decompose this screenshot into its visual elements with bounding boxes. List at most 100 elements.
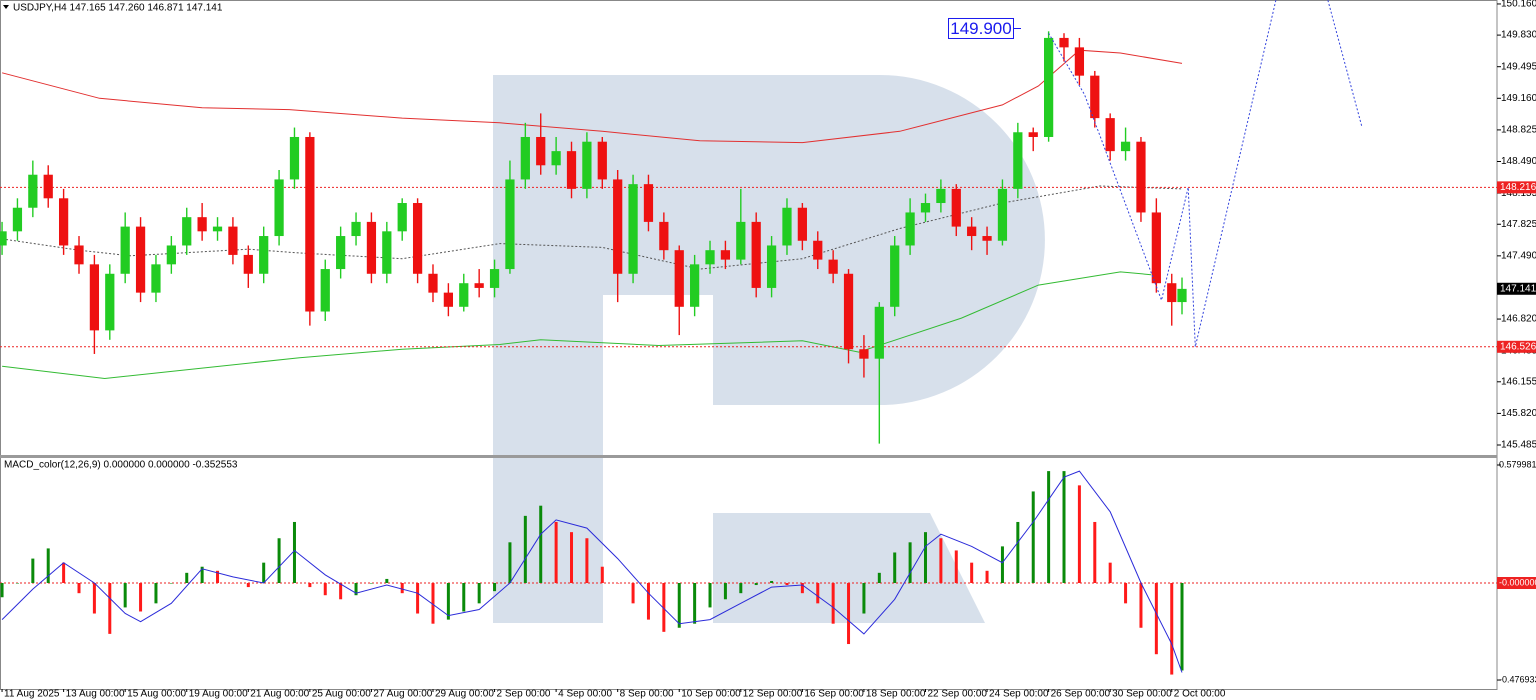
- macd-bar: [1062, 471, 1066, 584]
- macd-bar: [323, 583, 327, 596]
- macd-bar: [446, 583, 450, 620]
- x-tick-label: 29 Aug 00:00: [435, 689, 494, 700]
- macd-bar: [754, 583, 758, 586]
- candle-body: [428, 273, 438, 293]
- annotation-label: 149.900: [950, 19, 1011, 38]
- candle-body: [967, 226, 977, 237]
- x-tick-label: 24 Sep 00:00: [989, 689, 1049, 700]
- candle-body: [289, 136, 300, 180]
- candle-body: [705, 250, 715, 265]
- candle-body: [0, 231, 7, 246]
- chart-title: USDJPY,H4 147.165 147.260 146.871 147.14…: [13, 3, 223, 14]
- candle-body: [1151, 212, 1161, 284]
- candle-body: [628, 184, 638, 274]
- candle-body: [28, 174, 38, 208]
- candle-body: [874, 306, 884, 359]
- candle-body: [12, 207, 23, 232]
- candle-body: [443, 292, 453, 307]
- candle-body: [228, 226, 238, 255]
- macd-bar: [1077, 485, 1081, 584]
- macd-bar: [477, 583, 481, 604]
- macd-bar: [600, 566, 604, 584]
- macd-bar: [785, 583, 789, 586]
- annotation-box: [948, 17, 1014, 39]
- macd-bar: [539, 505, 543, 584]
- macd-bar: [354, 583, 358, 596]
- candle-body: [951, 188, 961, 227]
- candle-body: [905, 212, 915, 246]
- macd-bar: [1108, 562, 1112, 584]
- macd-bar: [523, 515, 527, 584]
- macd-bar: [216, 570, 220, 584]
- macd-bar: [1093, 521, 1097, 584]
- y-tick-label: 145.485: [1501, 440, 1536, 451]
- y-tick-label: 147.825: [1501, 219, 1536, 230]
- candle-body: [243, 254, 253, 274]
- x-tick-label: 12 Sep 00:00: [743, 689, 803, 700]
- macd-bar: [939, 538, 943, 584]
- candle-body: [182, 217, 192, 246]
- macd-bar: [62, 562, 66, 584]
- candle-body: [43, 174, 53, 199]
- level-label-box: [1497, 340, 1536, 353]
- macd-bar: [169, 583, 173, 584]
- candle-body: [474, 283, 484, 288]
- candle-body: [120, 226, 130, 274]
- line: [2, 185, 1183, 270]
- price-label: 147.141: [1500, 283, 1536, 294]
- candle-body: [936, 188, 946, 204]
- candle-body: [197, 217, 207, 232]
- macd-bar: [585, 538, 589, 584]
- macd-bar: [616, 583, 620, 584]
- candle-body: [690, 264, 700, 307]
- x-tick-label: 2 Sep 00:00: [497, 689, 551, 700]
- candle-body: [751, 221, 761, 288]
- macd-bar: [400, 583, 404, 594]
- macd-bar: [723, 583, 727, 600]
- macd-bar: [631, 583, 635, 604]
- macd-bar: [246, 583, 250, 588]
- macd-bar: [677, 583, 681, 628]
- macd-bar: [493, 583, 497, 592]
- line: [1048, 0, 1363, 347]
- candle-body: [1044, 37, 1054, 137]
- macd-bar: [231, 583, 235, 584]
- candle-body: [643, 184, 654, 222]
- candle-body: [1120, 141, 1131, 152]
- macd-bar: [1047, 471, 1051, 584]
- macd-bar: [877, 572, 881, 584]
- macd-bar: [416, 583, 420, 614]
- pane-separator: [0, 455, 1497, 458]
- candle-body: [1059, 37, 1069, 48]
- macd-bar: [1139, 583, 1143, 628]
- macd-bar: [46, 548, 50, 584]
- indicator-title: MACD_color(12,26,9) 0.000000 0.000000 -0…: [4, 460, 238, 471]
- macd-bar: [646, 583, 650, 620]
- x-tick-label: 8 Sep 00:00: [620, 689, 674, 700]
- macd-bar: [1154, 583, 1158, 655]
- macd-bar: [508, 542, 512, 584]
- x-tick-label: 25 Aug 00:00: [312, 689, 371, 700]
- y-tick-label: 150.160: [1501, 0, 1536, 10]
- y-tick-label: 149.495: [1501, 61, 1536, 72]
- candle-body: [920, 203, 931, 213]
- macd-bar: [970, 562, 974, 584]
- macd-bar: [92, 583, 96, 614]
- candle-body: [105, 273, 115, 331]
- candle-body: [336, 236, 346, 270]
- macd-bar: [1124, 583, 1128, 604]
- candle-body: [782, 207, 792, 246]
- macd-bar: [308, 583, 312, 588]
- level-label: 146.526: [1500, 341, 1536, 352]
- candle-body: [397, 203, 407, 232]
- candle-body: [1136, 141, 1146, 213]
- candle-body: [797, 207, 807, 241]
- macd-bar: [908, 542, 912, 584]
- candle-body: [135, 226, 146, 293]
- x-tick-label: 4 Sep 00:00: [558, 689, 612, 700]
- x-tick-label: 21 Aug 00:00: [250, 689, 309, 700]
- logo-part: [603, 75, 1045, 405]
- candle-body: [997, 188, 1008, 241]
- macd-bar: [123, 583, 127, 608]
- macd-bar: [662, 583, 666, 632]
